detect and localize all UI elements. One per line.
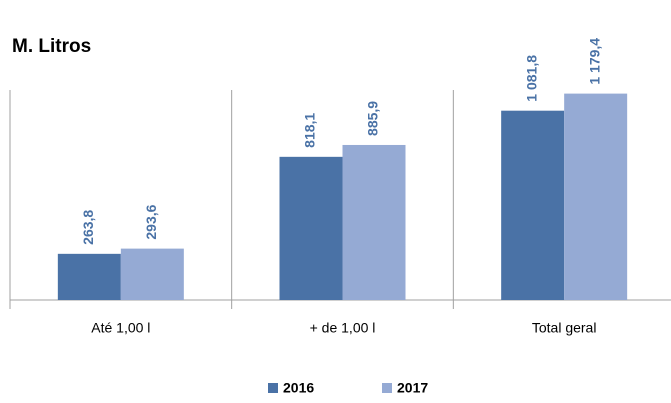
x-tick-label: Até 1,00 l (91, 320, 150, 336)
value-label: 1 081,8 (523, 55, 539, 102)
legend-swatch (268, 383, 278, 393)
legend-label: 2016 (283, 380, 314, 396)
x-tick-label: + de 1,00 l (310, 320, 376, 336)
chart-title: M. Litros (12, 36, 91, 57)
bar (57, 253, 121, 300)
legend-label: 2017 (397, 380, 428, 396)
value-label: 818,1 (302, 113, 318, 148)
bar (564, 93, 628, 300)
legend-swatch (382, 383, 392, 393)
value-label: 263,8 (80, 210, 96, 245)
value-label: 293,6 (143, 204, 159, 239)
bar (279, 156, 343, 300)
x-tick-label: Total geral (532, 320, 597, 336)
bar (342, 144, 406, 300)
value-label: 885,9 (365, 101, 381, 136)
value-label: 1 179,4 (586, 38, 602, 85)
bar (501, 110, 565, 300)
bar (120, 248, 184, 300)
